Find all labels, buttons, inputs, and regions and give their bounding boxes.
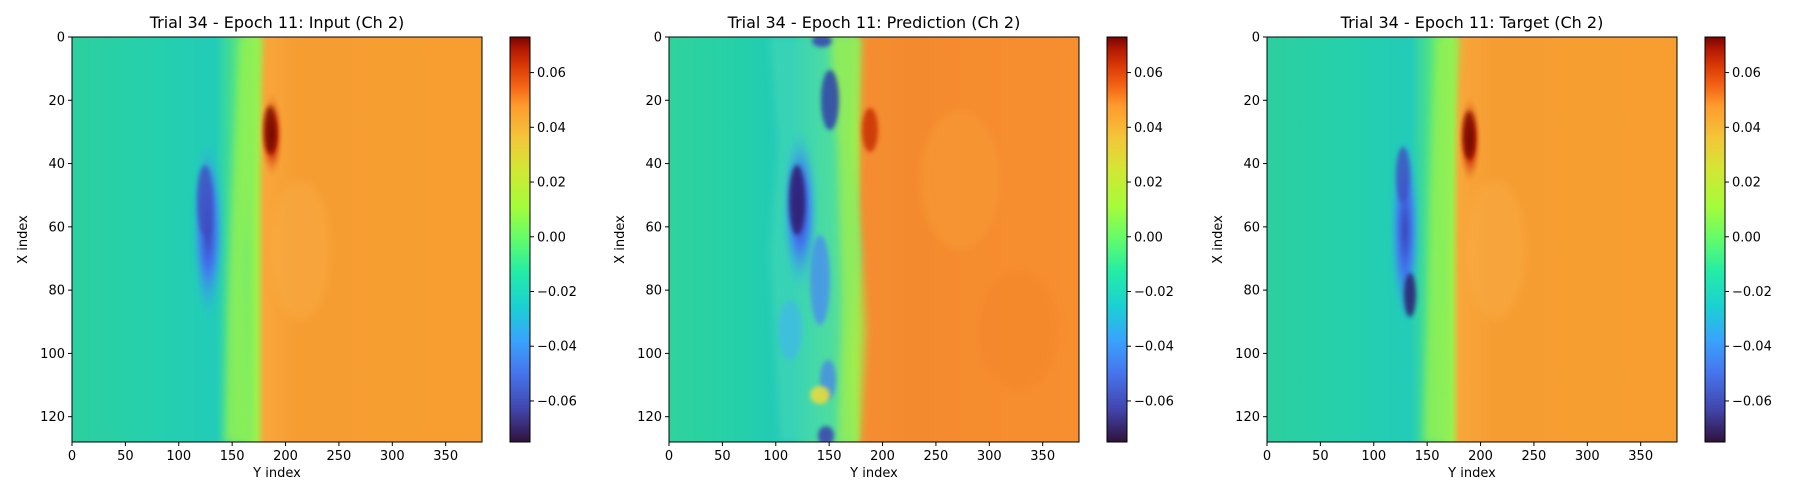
heatmap-image [1267, 37, 1677, 442]
x-tick-label: 0 [68, 449, 76, 464]
y-tick-label: 80 [645, 284, 662, 299]
x-tick-label: 150 [220, 449, 245, 464]
x-tick-label: 250 [1522, 449, 1547, 464]
y-tick-label: 80 [48, 284, 65, 299]
panel-input: Trial 34 - Epoch 11: Input (Ch 2) [71, 13, 531, 443]
colorbar-tick-label: −0.06 [1134, 394, 1174, 409]
y-tick-label: 80 [1243, 284, 1260, 299]
y-tick-label: 0 [654, 31, 662, 46]
colorbar-tick-label: −0.06 [537, 394, 577, 409]
y-axis-label: X index [16, 215, 31, 264]
y-tick-label: 120 [40, 410, 65, 425]
chart-title: Trial 34 - Epoch 11: Target (Ch 2) [1340, 13, 1604, 32]
colorbar-tick-label: 0.06 [1134, 66, 1163, 81]
colorbar-tick-label: 0.06 [537, 66, 566, 81]
colorbar-tick-label: −0.04 [1732, 340, 1772, 355]
y-tick-label: 20 [645, 94, 662, 109]
panel-prediction: Trial 34 - Epoch 11: Prediction (Ch 2) [668, 13, 1128, 443]
x-tick-label: 200 [273, 449, 298, 464]
y-tick-label: 120 [637, 410, 662, 425]
colorbar-tick-label: 0.06 [1732, 66, 1761, 81]
colorbar-tick-label: −0.06 [1732, 394, 1772, 409]
colorbar-tick-label: 0.00 [537, 230, 566, 245]
y-tick-label: 0 [57, 31, 65, 46]
x-axis-label: Y index [849, 466, 898, 481]
x-tick-label: 50 [1312, 449, 1329, 464]
x-tick-label: 150 [817, 449, 842, 464]
y-tick-label: 60 [645, 220, 662, 235]
y-tick-label: 40 [1243, 157, 1260, 172]
colorbar-tick-label: −0.04 [1134, 340, 1174, 355]
x-tick-label: 250 [924, 449, 949, 464]
x-tick-label: 350 [433, 449, 458, 464]
x-axis-label: Y index [252, 466, 301, 481]
colorbar-tick-label: 0.00 [1134, 230, 1163, 245]
y-tick-label: 100 [637, 347, 662, 362]
colorbar-tick-label: −0.02 [1134, 285, 1174, 300]
colorbar-tick-label: 0.02 [1134, 176, 1163, 191]
chart-title: Trial 34 - Epoch 11: Input (Ch 2) [149, 13, 405, 32]
y-tick-label: 20 [48, 94, 65, 109]
x-tick-label: 50 [714, 449, 731, 464]
chart-title: Trial 34 - Epoch 11: Prediction (Ch 2) [727, 13, 1021, 32]
x-tick-label: 200 [1468, 449, 1493, 464]
colorbar-tick-label: 0.02 [537, 176, 566, 191]
x-tick-label: 250 [327, 449, 352, 464]
heatmap-image [72, 37, 482, 442]
heatmap-image [669, 37, 1079, 442]
y-tick-label: 120 [1235, 410, 1260, 425]
y-tick-label: 60 [48, 220, 65, 235]
x-tick-label: 150 [1415, 449, 1440, 464]
colorbar-tick-label: −0.02 [1732, 285, 1772, 300]
x-tick-label: 50 [117, 449, 134, 464]
x-tick-label: 0 [1263, 449, 1271, 464]
x-tick-label: 0 [665, 449, 673, 464]
x-axis-label: Y index [1447, 466, 1496, 481]
y-axis-label: X index [613, 215, 628, 264]
y-axis-label: X index [1211, 215, 1226, 264]
y-tick-label: 60 [1243, 220, 1260, 235]
x-tick-label: 200 [870, 449, 895, 464]
x-tick-label: 350 [1030, 449, 1055, 464]
colorbar-tick-label: −0.02 [537, 285, 577, 300]
y-tick-label: 100 [40, 347, 65, 362]
colorbar-tick-label: 0.04 [1732, 121, 1761, 136]
colorbar-tick-label: 0.00 [1732, 230, 1761, 245]
y-tick-label: 20 [1243, 94, 1260, 109]
x-tick-label: 300 [977, 449, 1002, 464]
x-tick-label: 100 [166, 449, 191, 464]
colorbar [1704, 36, 1726, 443]
x-tick-label: 350 [1628, 449, 1653, 464]
y-tick-label: 40 [48, 157, 65, 172]
colorbar-tick-label: 0.04 [1134, 121, 1163, 136]
x-tick-label: 300 [380, 449, 405, 464]
colorbar-tick-label: 0.04 [537, 121, 566, 136]
colorbar [509, 36, 531, 443]
y-tick-label: 0 [1252, 31, 1260, 46]
x-tick-label: 300 [1575, 449, 1600, 464]
y-tick-label: 40 [645, 157, 662, 172]
x-tick-label: 100 [763, 449, 788, 464]
colorbar-tick-label: −0.04 [537, 340, 577, 355]
colorbar-tick-label: 0.02 [1732, 176, 1761, 191]
panel-target: Trial 34 - Epoch 11: Target (Ch 2) [1266, 13, 1726, 443]
x-tick-label: 100 [1361, 449, 1386, 464]
colorbar [1106, 36, 1128, 443]
y-tick-label: 100 [1235, 347, 1260, 362]
